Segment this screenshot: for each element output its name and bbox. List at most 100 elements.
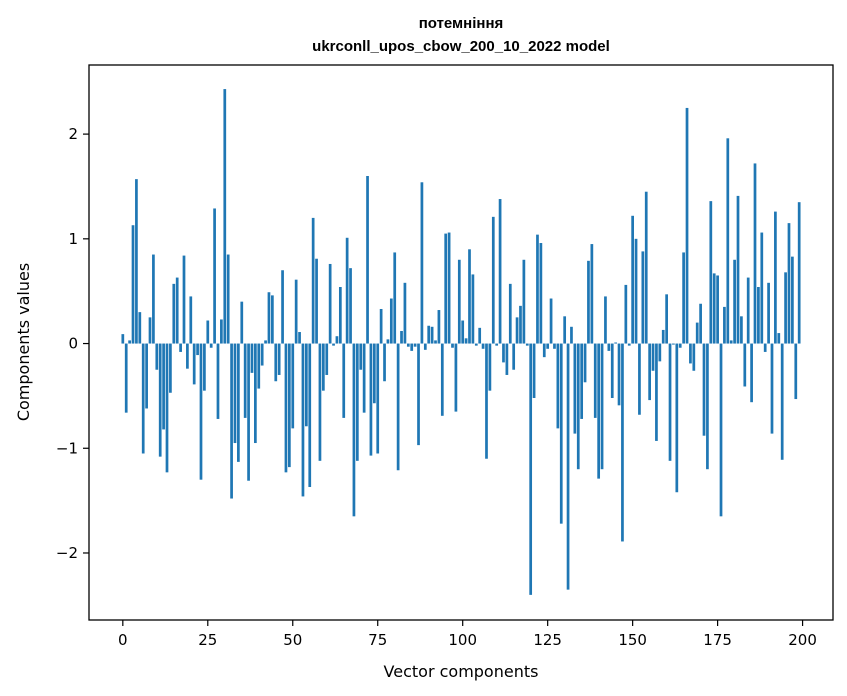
bar-43 — [267, 292, 271, 344]
bar-5 — [138, 312, 142, 344]
bar-150 — [631, 215, 634, 344]
bar-178 — [726, 138, 730, 344]
bar-108 — [488, 343, 492, 391]
bar-122 — [536, 234, 539, 344]
bar-124 — [542, 343, 546, 358]
x-tick-label: 125 — [533, 631, 562, 649]
bar-4 — [135, 179, 138, 344]
bar-62 — [332, 343, 335, 346]
bar-174 — [712, 273, 716, 344]
bar-172 — [706, 343, 709, 470]
bar-88 — [420, 182, 424, 344]
bar-87 — [417, 343, 420, 446]
bar-45 — [274, 343, 278, 382]
bar-90 — [427, 325, 431, 344]
bar-114 — [508, 283, 512, 344]
bar-70 — [359, 343, 363, 370]
bar-126 — [549, 298, 553, 344]
bar-149 — [627, 343, 631, 346]
bar-31 — [226, 254, 230, 344]
bar-82 — [400, 330, 403, 344]
bar-140 — [597, 343, 601, 479]
bar-54 — [304, 343, 308, 427]
bar-80 — [393, 252, 397, 344]
bar-97 — [451, 343, 454, 348]
x-tick-label: 50 — [283, 631, 302, 649]
bar-53 — [301, 343, 305, 497]
bar-64 — [338, 287, 342, 344]
y-tick-label: −1 — [56, 439, 78, 457]
bar-166 — [685, 107, 689, 344]
bar-59 — [321, 343, 325, 391]
bar-96 — [447, 232, 451, 344]
bar-184 — [746, 277, 750, 344]
bar-18 — [182, 255, 186, 344]
bar-186 — [753, 163, 757, 344]
bar-98 — [454, 343, 458, 412]
bar-164 — [678, 343, 682, 348]
bar-51 — [294, 279, 298, 344]
bar-17 — [179, 343, 182, 352]
y-tick-label: 1 — [68, 230, 78, 248]
bar-92 — [434, 340, 437, 344]
bar-69 — [355, 343, 359, 461]
bar-14 — [169, 343, 172, 393]
bar-173 — [709, 201, 713, 344]
bar-1 — [124, 343, 128, 413]
y-axis-label: Components values — [14, 263, 33, 421]
bar-25 — [206, 320, 210, 344]
bar-2 — [128, 340, 131, 344]
bar-103 — [471, 274, 475, 344]
bar-33 — [233, 343, 237, 444]
bar-41 — [260, 343, 264, 366]
bar-68 — [352, 343, 356, 517]
chart-title-line1: потемніння — [419, 15, 504, 32]
bar-194 — [780, 343, 784, 460]
bar-142 — [604, 296, 607, 344]
bar-132 — [570, 326, 573, 344]
bar-15 — [172, 283, 176, 344]
bar-136 — [583, 343, 587, 383]
bar-67 — [349, 268, 352, 344]
bar-77 — [383, 343, 386, 382]
bar-38 — [250, 343, 254, 373]
bar-198 — [794, 343, 798, 400]
bar-11 — [158, 343, 162, 457]
bar-177 — [723, 306, 726, 344]
bar-91 — [430, 326, 434, 344]
bar-73 — [369, 343, 373, 456]
bar-95 — [444, 233, 448, 344]
bar-191 — [770, 343, 774, 434]
bar-196 — [787, 223, 791, 344]
plot-frame — [88, 64, 834, 621]
bar-48 — [284, 343, 288, 473]
bar-182 — [740, 316, 743, 344]
bar-197 — [791, 256, 794, 344]
bar-161 — [668, 343, 672, 461]
bar-102 — [468, 249, 471, 344]
bar-118 — [522, 259, 526, 344]
bar-50 — [291, 343, 295, 429]
bar-133 — [573, 343, 577, 434]
bar-190 — [767, 282, 770, 344]
bar-26 — [209, 343, 213, 348]
bar-22 — [196, 343, 199, 356]
bar-148 — [624, 284, 628, 344]
bar-101 — [464, 338, 468, 344]
bar-100 — [461, 320, 465, 344]
bar-42 — [264, 340, 267, 344]
x-axis-ticks: 0 25 50 75 100 125 150 175 200 — [118, 620, 817, 649]
bar-121 — [532, 343, 536, 398]
bar-145 — [614, 342, 618, 344]
bar-137 — [587, 260, 590, 344]
bar-128 — [556, 343, 560, 429]
bar-144 — [610, 343, 614, 398]
bar-65 — [342, 343, 346, 418]
bar-171 — [702, 343, 706, 436]
x-axis-label: Vector components — [384, 662, 539, 681]
bar-176 — [719, 343, 723, 517]
bar-10 — [155, 343, 159, 370]
bar-0 — [121, 334, 125, 344]
bar-71 — [362, 343, 366, 413]
